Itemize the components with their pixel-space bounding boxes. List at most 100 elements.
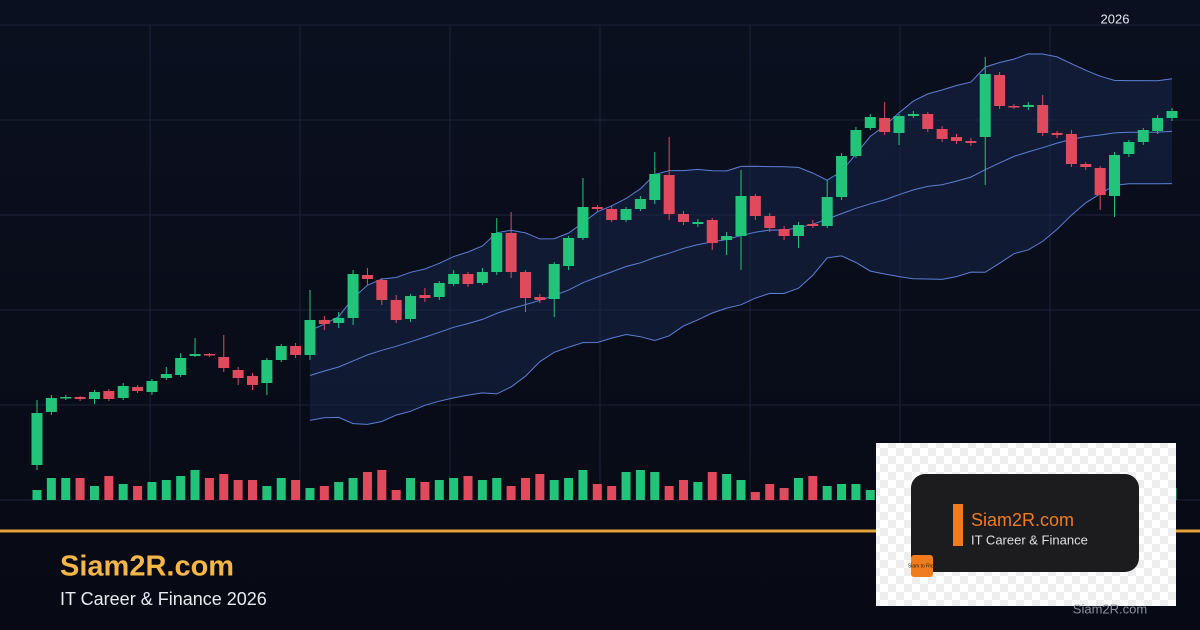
candle-body	[864, 117, 876, 128]
volume-bar	[319, 486, 329, 500]
volume-bar	[204, 478, 214, 500]
logo-badge-text: Siam to Rich	[908, 563, 937, 569]
volume-bar	[693, 482, 703, 500]
volume-bar	[492, 478, 502, 500]
volume-bar	[190, 470, 200, 500]
volume-bar	[621, 472, 631, 500]
candle-body	[175, 358, 187, 375]
candle-body	[203, 354, 215, 356]
candle-body	[1166, 111, 1178, 118]
candle-body	[304, 320, 316, 355]
candle-body	[347, 274, 359, 318]
candle-body	[390, 300, 402, 320]
candle-body	[678, 214, 690, 222]
candle-body	[376, 280, 388, 300]
volume-bar	[750, 492, 760, 500]
candle-body	[1051, 133, 1063, 135]
candle-body	[706, 220, 718, 243]
candle-body	[491, 233, 503, 272]
candle-body	[591, 207, 603, 209]
logo-panel	[911, 474, 1139, 572]
volume-bar	[765, 484, 775, 500]
logo-card: Siam2R.com IT Career & Finance Siam to R…	[876, 443, 1176, 606]
volume-bar	[305, 488, 315, 500]
volume-bar	[851, 484, 861, 500]
candle-body	[189, 354, 201, 356]
candle-body	[634, 199, 646, 209]
volume-bar	[233, 480, 243, 500]
candle-body	[318, 320, 330, 324]
volume-bar	[679, 480, 689, 500]
candle-body	[994, 75, 1006, 106]
logo-subtitle: IT Career & Finance	[971, 532, 1088, 547]
candle-body	[721, 236, 733, 240]
candle-body	[735, 196, 747, 236]
volume-bar	[607, 486, 617, 500]
volume-bar	[161, 480, 171, 500]
volume-bar	[147, 482, 157, 500]
volume-bar	[822, 486, 832, 500]
bollinger-line	[309, 53, 1173, 331]
candle-body	[1037, 105, 1049, 133]
volume-bar	[291, 480, 301, 500]
brand-subtitle: IT Career & Finance 2026	[60, 589, 267, 609]
candle-body	[1109, 155, 1121, 196]
logo-title: Siam2R.com	[971, 510, 1074, 530]
candle-body	[548, 264, 560, 299]
volume-bar	[635, 470, 645, 500]
candle-body	[965, 141, 977, 143]
candle-body	[74, 397, 86, 399]
volume-bar	[348, 478, 358, 500]
volume-bar	[420, 482, 430, 500]
candle-body	[1065, 134, 1077, 164]
volume-bar	[592, 484, 602, 500]
candle-body	[606, 209, 618, 220]
candle-body	[620, 209, 632, 220]
volume-bar	[32, 490, 42, 500]
candle-body	[649, 174, 661, 200]
volume-bar	[176, 476, 186, 500]
volume-bar	[520, 478, 530, 500]
candle-body	[1123, 142, 1135, 154]
logo-badge	[911, 555, 933, 577]
candle-body	[290, 346, 302, 355]
volume-bar	[118, 484, 128, 500]
candle-body	[778, 229, 790, 236]
volume-bar	[865, 490, 875, 500]
candle-body	[1008, 106, 1020, 108]
candle-body	[405, 296, 417, 319]
candle-body	[31, 413, 43, 465]
candle-body	[534, 297, 546, 300]
candle-body	[1094, 168, 1106, 195]
candle-body	[950, 137, 962, 141]
candle-body	[1137, 130, 1149, 142]
grid	[0, 24, 1200, 501]
volume-bar	[406, 478, 416, 500]
candle-body	[476, 272, 488, 283]
candle-body	[462, 274, 474, 284]
volume-bar	[564, 478, 574, 500]
candle-body	[117, 386, 129, 398]
candle-body	[936, 129, 948, 139]
candle-body	[361, 275, 373, 279]
candle-body	[807, 224, 819, 226]
volume-bar	[477, 480, 487, 500]
candle-body	[88, 392, 100, 399]
candle-body	[275, 346, 287, 360]
volume-bar	[779, 488, 789, 500]
candle-body	[218, 357, 230, 368]
candle-body	[132, 387, 144, 391]
year-label: 2026	[1101, 11, 1130, 26]
candle-body	[663, 175, 675, 214]
volume-bar	[664, 486, 674, 500]
volume-bar	[248, 480, 258, 500]
volume-bar	[578, 470, 588, 500]
volume-bar	[219, 474, 229, 500]
candle-body	[433, 283, 445, 297]
volume-bar	[61, 478, 71, 500]
candle-body	[749, 196, 761, 216]
volume-bar	[837, 484, 847, 500]
volume-bar	[104, 476, 114, 500]
volume-bar	[89, 486, 99, 500]
